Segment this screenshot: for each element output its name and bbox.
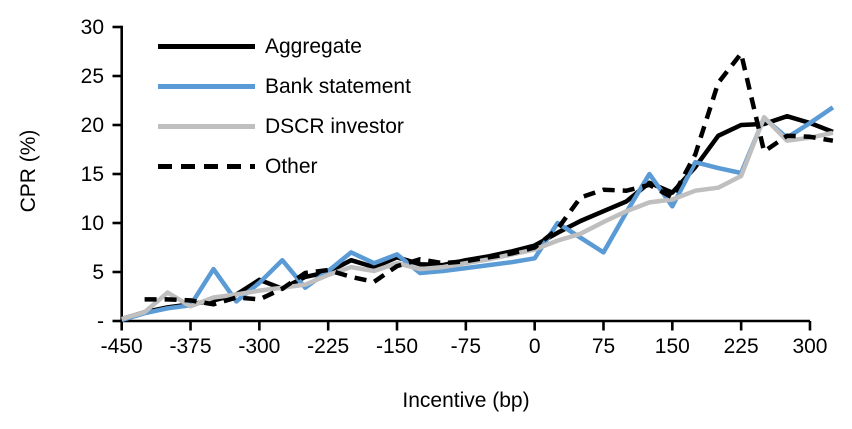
tick-label: -	[97, 310, 104, 333]
legend-label-bank-statement: Bank statement	[265, 74, 411, 98]
tick-label: 25	[81, 65, 104, 88]
legend-item-other: Other	[158, 146, 411, 186]
series-1	[121, 105, 835, 323]
tick-label: 150	[655, 335, 690, 358]
x-axis-title: Incentive (bp)	[402, 389, 530, 412]
legend-line-other	[158, 163, 255, 169]
x-axis: -450 -375 -300 -225 -150 -75 0 75 150 225 300	[101, 319, 827, 358]
legend-item-bank-statement: Bank statement	[158, 66, 411, 106]
legend-label-dscr-investor: DSCR investor	[265, 114, 404, 138]
legend-label-other: Other	[265, 154, 318, 178]
tick-label: 30	[81, 16, 104, 39]
legend-label-aggregate: Aggregate	[265, 34, 362, 58]
tick-label: 5	[92, 261, 104, 284]
y-axis: 30 25 20 15 10 5 -	[81, 16, 123, 333]
legend-item-aggregate: Aggregate	[158, 26, 411, 66]
series-3	[144, 51, 834, 307]
tick-label: -300	[238, 335, 280, 358]
tick-label: 0	[529, 335, 541, 358]
tick-label: 20	[81, 114, 104, 137]
legend-line-aggregate	[158, 43, 255, 49]
tick-label: -450	[101, 335, 143, 358]
tick-label: 75	[592, 335, 615, 358]
legend: Aggregate Bank statement DSCR investor O…	[158, 26, 411, 186]
tick-label: -225	[307, 335, 349, 358]
line-bank-statement	[121, 105, 835, 323]
tick-label: -150	[376, 335, 418, 358]
legend-line-dscr-investor	[158, 123, 255, 129]
line-other	[144, 51, 834, 307]
legend-item-dscr-investor: DSCR investor	[158, 106, 411, 146]
tick-label: 300	[792, 335, 827, 358]
tick-label: -375	[170, 335, 212, 358]
y-axis-title: CPR (%)	[17, 129, 40, 213]
tick-label: -75	[451, 335, 481, 358]
tick-label: 225	[724, 335, 759, 358]
tick-label: 15	[81, 163, 104, 186]
legend-line-bank-statement	[158, 83, 255, 89]
tick-label: 10	[81, 212, 104, 235]
